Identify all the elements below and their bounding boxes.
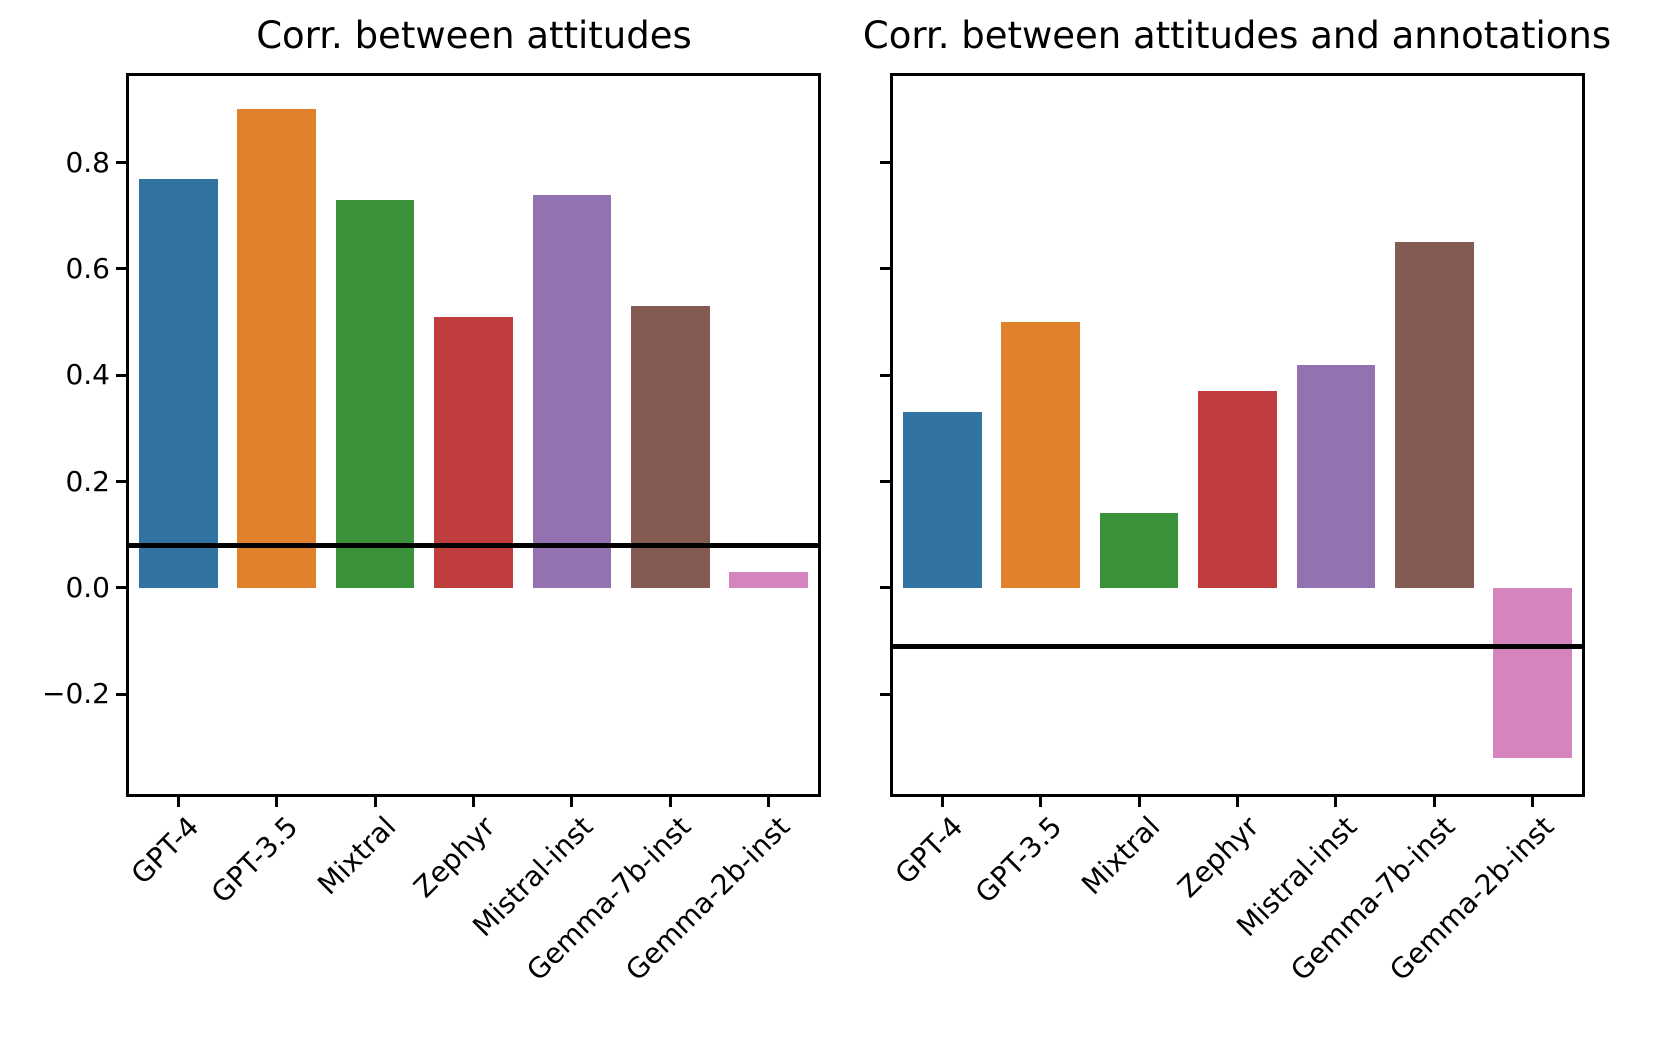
bar-GPT-3.5 xyxy=(1001,322,1080,588)
y-tick xyxy=(880,267,890,271)
x-tick xyxy=(570,797,574,807)
x-tick xyxy=(275,797,279,807)
reference-line xyxy=(129,542,818,548)
reference-line xyxy=(893,643,1582,649)
y-tick xyxy=(116,161,126,165)
left-chart-title: Corr. between attitudes xyxy=(256,14,692,57)
bar-Mixtral xyxy=(335,199,415,588)
y-tick-label: 0.8 xyxy=(65,145,110,179)
bar-Zephyr xyxy=(1198,391,1277,588)
x-tick xyxy=(668,797,672,807)
x-tick xyxy=(373,797,377,807)
y-tick-label: 0.0 xyxy=(65,570,110,604)
y-tick xyxy=(880,692,890,696)
bar-Gemma-2b-inst xyxy=(729,571,809,588)
y-tick xyxy=(880,373,890,377)
y-tick-label: 0.6 xyxy=(65,251,110,285)
bar-GPT-4 xyxy=(138,178,218,588)
bar-Zephyr xyxy=(434,316,513,588)
y-tick xyxy=(116,480,126,483)
y-tick-label: 0.2 xyxy=(65,464,110,498)
y-tick-label: −0.2 xyxy=(42,677,110,711)
y-tick xyxy=(116,692,126,696)
x-tick xyxy=(1432,797,1436,807)
y-tick xyxy=(116,373,126,377)
bar-GPT-4 xyxy=(902,412,982,588)
bar-Gemma-7b-inst xyxy=(630,306,710,588)
x-tick xyxy=(1039,797,1043,807)
right-plot-area: GPT-4 GPT-3.5 Mixtral Zephyr Mistral-inst Gem… xyxy=(880,73,1585,987)
y-tick xyxy=(116,586,126,590)
x-tick xyxy=(940,797,944,807)
bar-Mixtral xyxy=(1099,513,1179,588)
x-tick xyxy=(472,797,475,807)
y-tick xyxy=(880,161,890,165)
x-tick xyxy=(1531,797,1535,807)
bar-GPT-3.5 xyxy=(237,109,316,588)
y-tick xyxy=(116,267,126,271)
y-tick xyxy=(880,586,890,590)
x-tick xyxy=(1236,797,1239,807)
right-chart-title: Corr. between attitudes and annotations xyxy=(862,14,1612,57)
x-tick xyxy=(1137,797,1141,807)
x-tick xyxy=(1334,797,1338,807)
y-tick xyxy=(880,480,890,483)
x-tick xyxy=(767,797,771,807)
y-tick-label: 0.4 xyxy=(65,358,110,392)
bar-Gemma-7b-inst xyxy=(1394,242,1474,588)
bar-Gemma-2b-inst xyxy=(1493,587,1573,758)
bar-Mistral-inst xyxy=(532,194,612,588)
x-tick xyxy=(176,797,180,807)
left-plot-area: 0.8 0.6 0.4 0.2 0.0 −0.2 GPT-4 GPT-3.5 Mixtral Ze… xyxy=(42,73,821,987)
bar-Mistral-inst xyxy=(1296,364,1376,588)
